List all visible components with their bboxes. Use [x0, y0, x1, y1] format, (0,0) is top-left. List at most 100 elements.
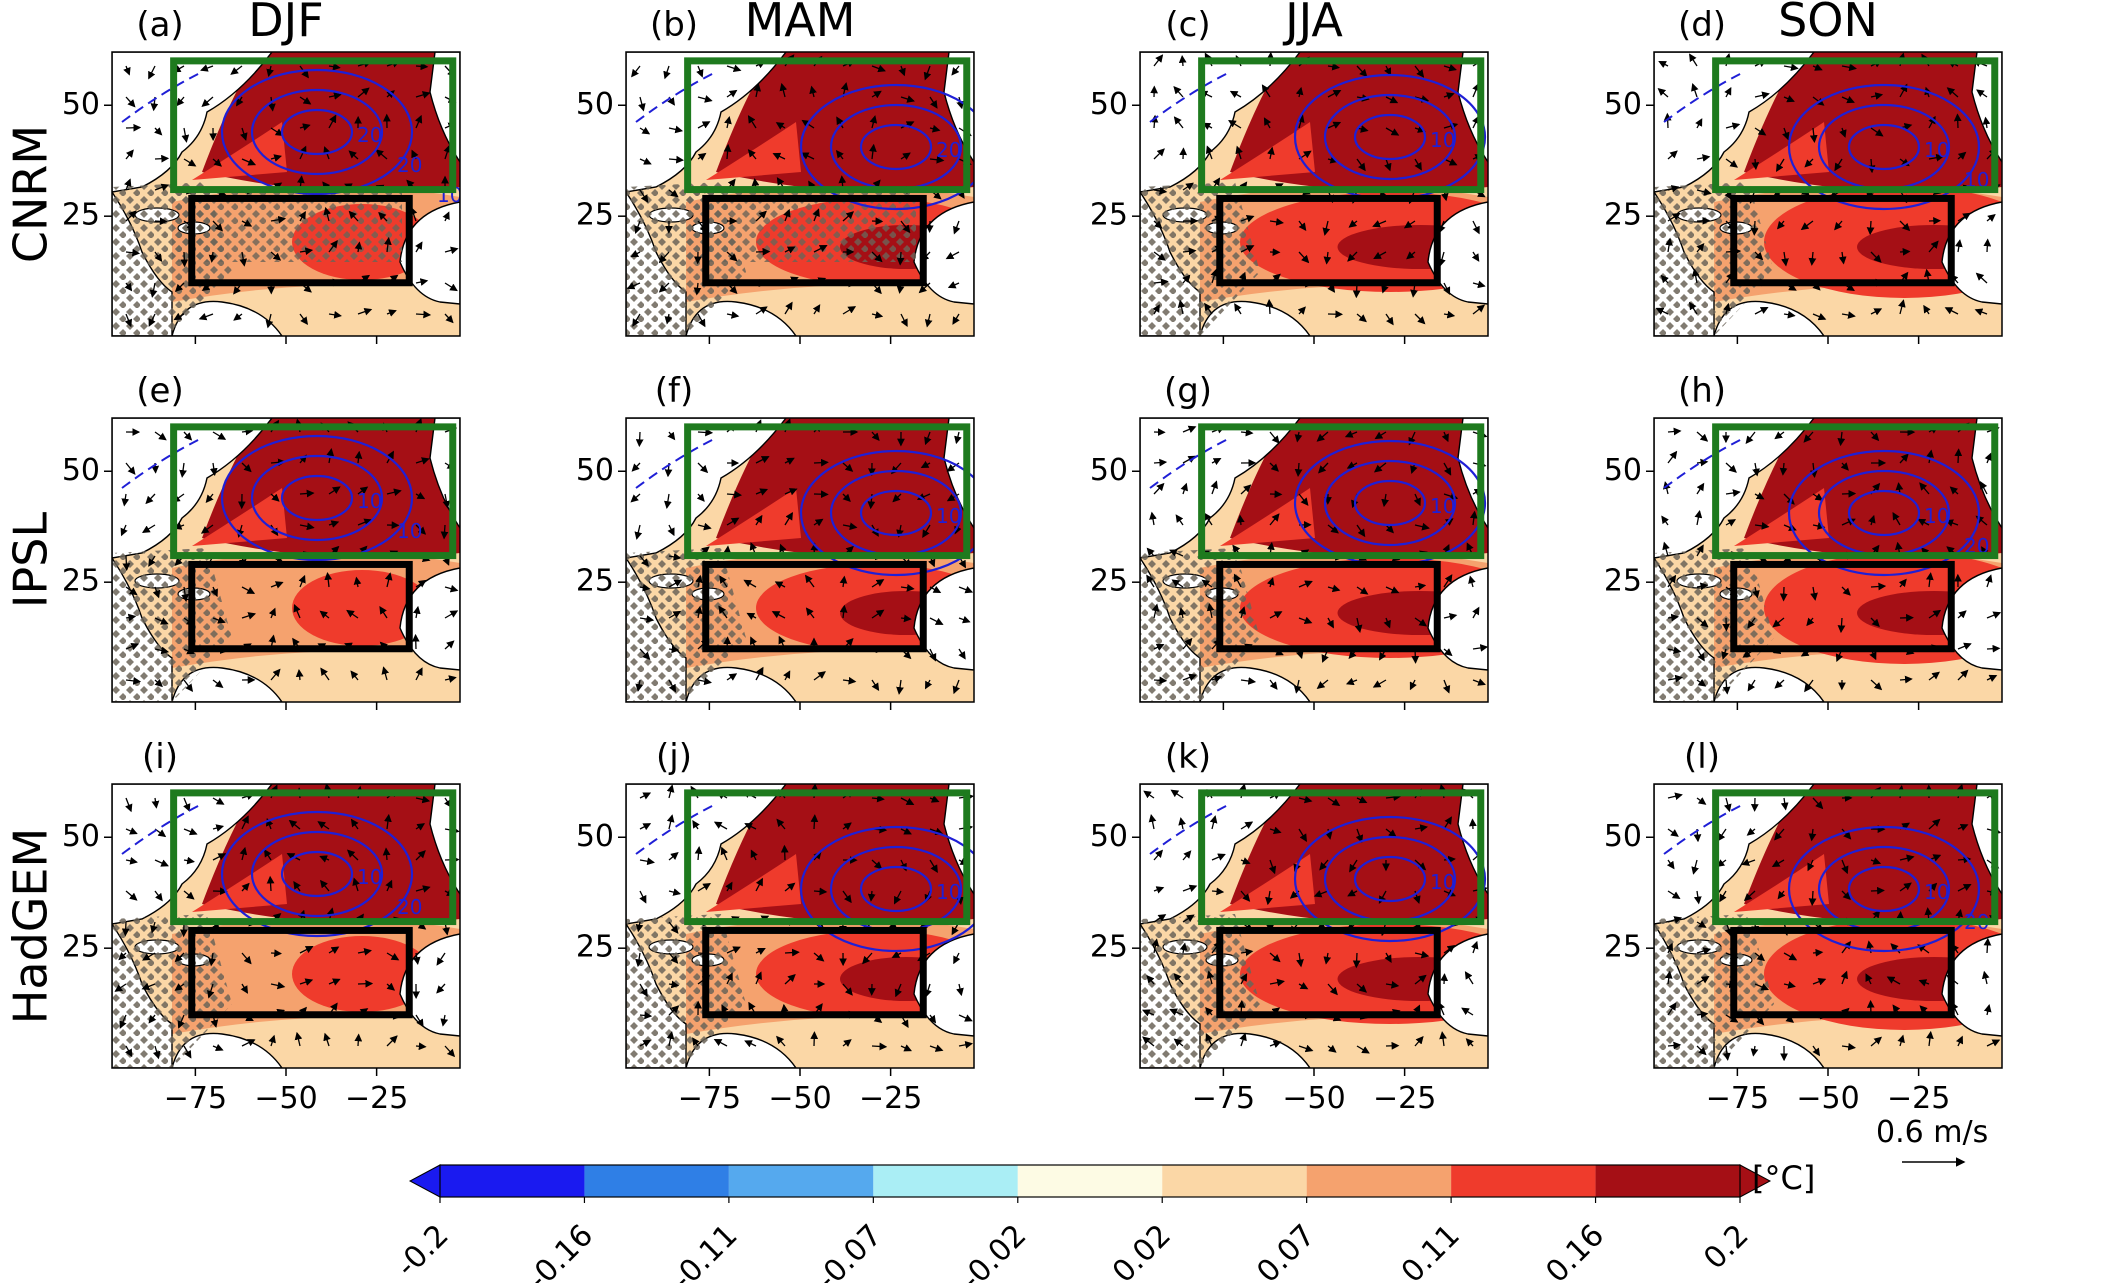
region-box-tropical — [188, 194, 413, 287]
wind-vector — [1806, 617, 1815, 627]
contour-label: 10 — [1924, 138, 1949, 162]
wind-vector — [1923, 304, 1931, 315]
contour-label: 10 — [976, 910, 1001, 934]
wind-vector — [1696, 482, 1705, 495]
y-tick-label: 25 — [62, 198, 100, 233]
wind-vector — [1210, 268, 1218, 284]
wind-vector — [125, 827, 138, 835]
wind-vector — [141, 982, 156, 991]
wind-vector — [1233, 573, 1242, 588]
wind-vector — [1267, 146, 1275, 160]
wind-vector — [1443, 574, 1453, 588]
wind-vector — [755, 306, 768, 315]
wind-vector — [744, 823, 757, 831]
wind-vector — [295, 669, 304, 681]
map-panel-c: 10 (c) 50 25 — [1090, 5, 1489, 344]
contour-label: 10 — [1430, 494, 1455, 518]
wind-vector — [896, 251, 905, 266]
wind-vector — [1293, 679, 1302, 694]
wind-vector — [233, 312, 243, 321]
wind-vector — [1868, 514, 1876, 526]
contour-line — [280, 108, 354, 156]
wind-vector — [415, 795, 431, 804]
wind-vector — [1182, 455, 1197, 464]
wind-vector — [1327, 62, 1340, 71]
wind-vector — [813, 518, 824, 527]
contour-label: 10 — [397, 519, 422, 543]
wind-vector — [346, 849, 359, 861]
stippling-region — [626, 914, 746, 1068]
wind-vector — [1696, 678, 1707, 687]
wind-vector — [386, 952, 400, 961]
wind-vector — [1691, 268, 1700, 284]
wind-vector — [1322, 220, 1331, 236]
wind-vector — [378, 211, 388, 222]
wind-vector — [1747, 617, 1756, 629]
wind-vector — [384, 813, 392, 830]
wind-vector — [1772, 617, 1785, 628]
wind-vector — [1182, 247, 1197, 256]
wind-vector — [666, 814, 675, 830]
wind-vector — [385, 879, 393, 892]
wind-vector — [774, 581, 786, 589]
wind-vector — [1986, 674, 1998, 682]
wind-vector — [124, 1045, 133, 1058]
wind-vector — [1809, 127, 1818, 143]
wind-vector — [299, 247, 314, 256]
x-tick-label: −25 — [1373, 1081, 1436, 1116]
wind-vector — [871, 311, 884, 319]
y-tick-label: 50 — [62, 819, 100, 854]
wind-vector — [1409, 679, 1417, 691]
wind-vector — [207, 983, 215, 999]
wind-vector — [1413, 493, 1421, 507]
panel-label: (a) — [136, 5, 183, 45]
wind-vector — [319, 879, 330, 892]
wind-vector — [1356, 158, 1366, 172]
wind-vector — [1808, 251, 1817, 266]
land-north-america — [112, 418, 273, 559]
region-box-subpolar — [170, 57, 457, 194]
wind-vector — [775, 122, 786, 130]
season-title-son: SON — [1778, 0, 1878, 47]
wind-vector — [299, 978, 314, 986]
wind-vector — [125, 613, 137, 622]
wind-vector — [386, 309, 397, 317]
wind-vector — [1182, 182, 1194, 191]
wind-vector — [415, 850, 426, 861]
wind-vector — [1839, 127, 1847, 138]
wind-vector — [668, 952, 679, 964]
wind-vector — [783, 208, 791, 222]
wind-vector — [208, 952, 217, 967]
wind-vector — [1783, 95, 1795, 103]
contour-line — [1787, 449, 1981, 577]
season-title-jja: JJA — [1282, 0, 1343, 47]
y-tick-label: 50 — [1604, 819, 1642, 854]
wind-vector — [805, 607, 815, 619]
wind-vector — [154, 183, 170, 192]
wind-vector — [121, 493, 130, 507]
wind-vector — [148, 313, 156, 327]
wind-vector — [154, 828, 167, 838]
wind-vector — [152, 1045, 161, 1060]
wind-vector — [141, 524, 156, 533]
wind-vector — [1954, 239, 1963, 253]
wind-vector — [1151, 603, 1160, 619]
wind-vector — [697, 428, 714, 437]
wind-vector — [1928, 153, 1945, 162]
wind-vector — [208, 251, 217, 263]
wind-vector — [1689, 301, 1698, 315]
wind-vector — [1238, 606, 1247, 619]
wind-vector — [354, 1033, 363, 1047]
wind-vector — [1178, 54, 1187, 67]
wind-vector — [922, 524, 931, 538]
wind-vector — [415, 457, 430, 465]
wind-vector — [1696, 458, 1709, 467]
wind-vector — [1841, 586, 1851, 596]
wind-vector — [1385, 127, 1400, 136]
contour-line — [1353, 479, 1427, 527]
wind-vector — [726, 490, 743, 499]
wind-vector — [1957, 151, 1967, 160]
wind-vector — [183, 890, 195, 900]
wind-vector — [893, 890, 902, 905]
wind-vector — [1691, 83, 1699, 98]
